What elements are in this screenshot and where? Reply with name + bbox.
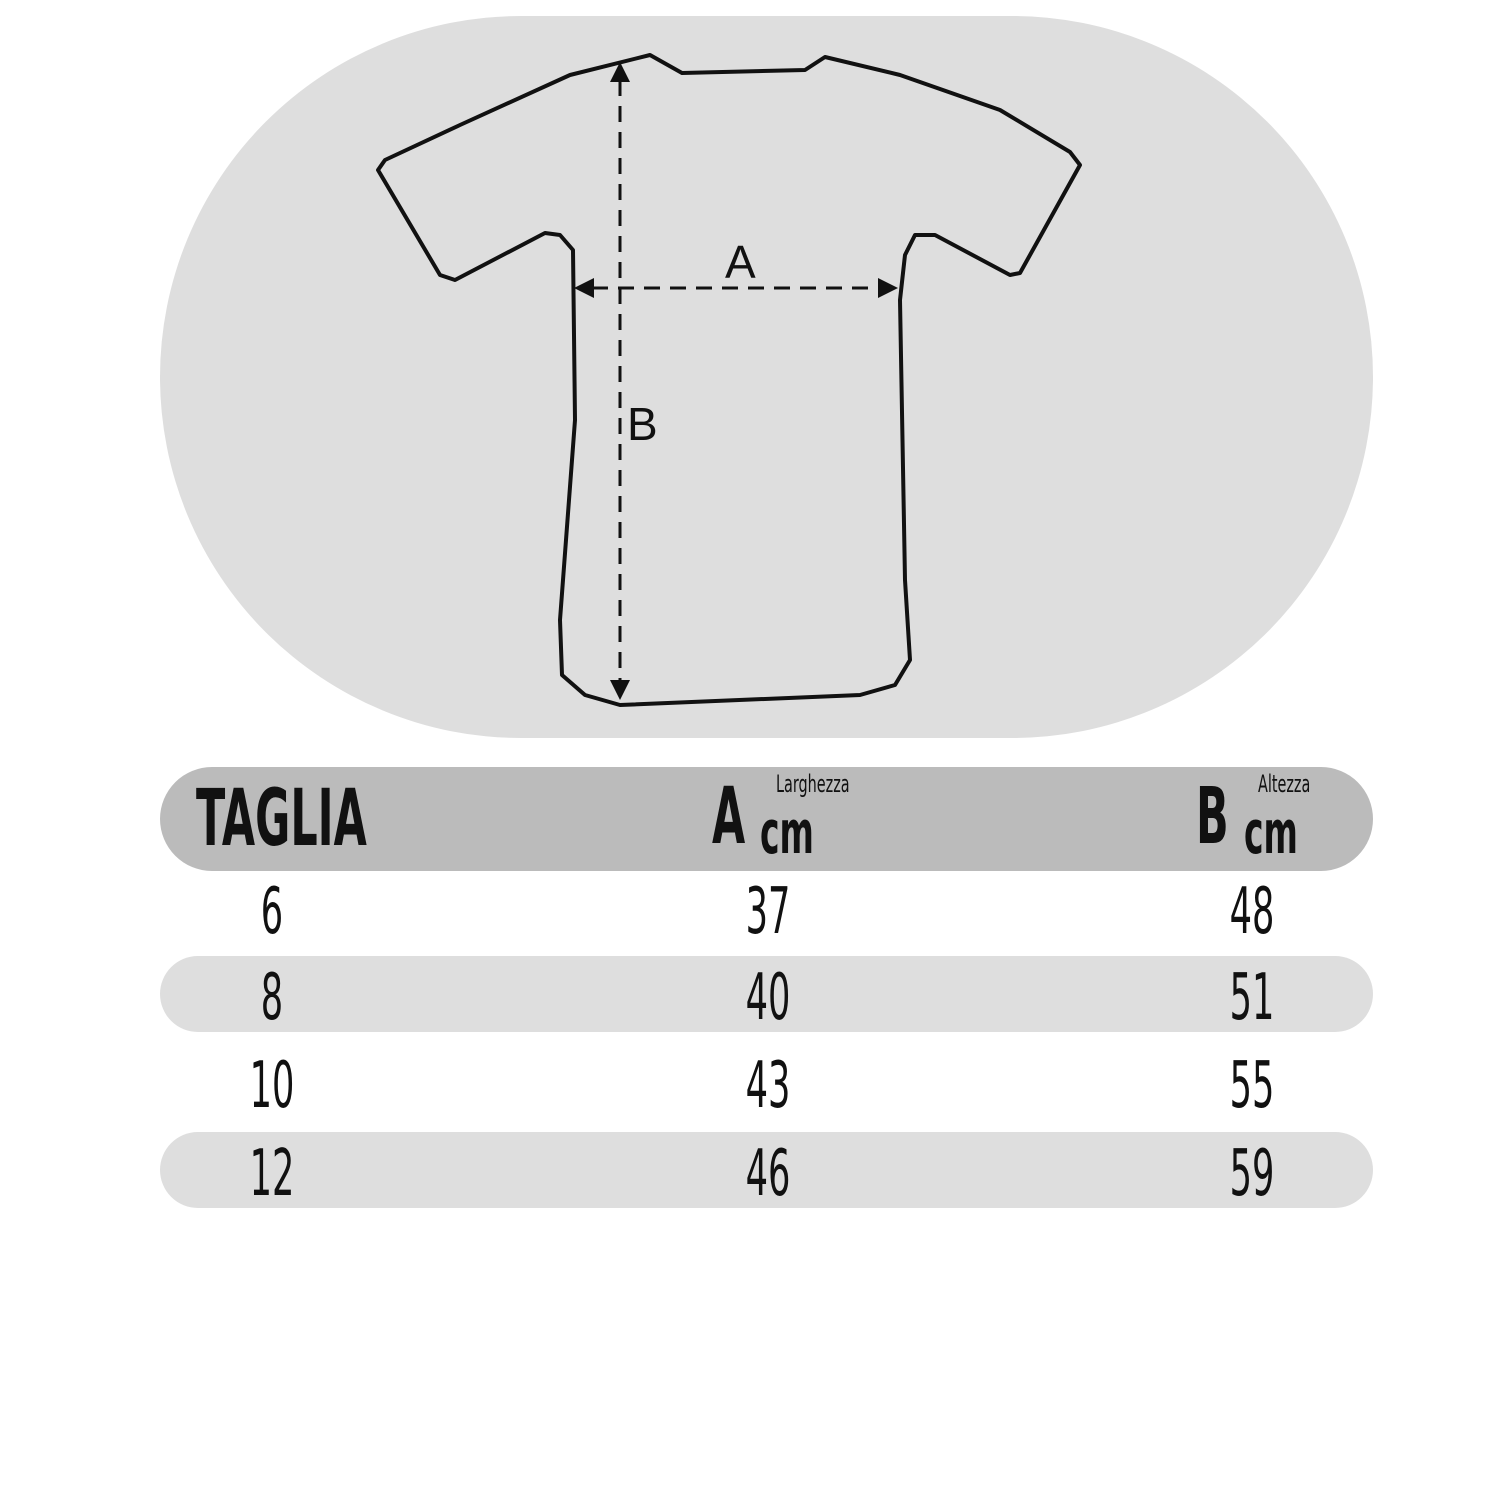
arrow-down-icon <box>610 680 630 700</box>
header-b-letter: B <box>1196 772 1229 862</box>
header-a-sup: Larghezza <box>776 770 850 798</box>
cell-b: 59 <box>1229 1137 1275 1211</box>
header-size: TAGLIA <box>196 774 367 864</box>
header-a-letter: A <box>712 772 746 862</box>
header-b-sup: Altezza <box>1258 770 1311 798</box>
tshirt-outline <box>376 53 1082 707</box>
header-b-unit: cm <box>1244 798 1298 868</box>
cell-size: 12 <box>249 1137 295 1211</box>
arrow-up-icon <box>610 62 630 82</box>
cell-b: 51 <box>1229 961 1275 1035</box>
cell-size: 6 <box>260 875 284 949</box>
cell-size: 10 <box>249 1049 295 1123</box>
arrow-left-icon <box>574 278 594 298</box>
arrow-right-icon <box>878 278 898 298</box>
header-a-unit: cm <box>760 798 814 868</box>
cell-a: 40 <box>745 961 791 1035</box>
diagram-background <box>160 16 1373 738</box>
label-a: A <box>725 236 756 288</box>
cell-a: 37 <box>745 875 791 949</box>
cell-a: 46 <box>745 1137 791 1211</box>
cell-a: 43 <box>745 1049 791 1123</box>
cell-size: 8 <box>260 961 284 1035</box>
label-b: B <box>627 398 658 450</box>
table-header <box>160 767 1373 871</box>
cell-b: 55 <box>1229 1049 1275 1123</box>
row-stripe <box>160 956 1373 1032</box>
row-stripe <box>160 1132 1373 1208</box>
cell-b: 48 <box>1229 875 1275 949</box>
tshirt-diagram: A B <box>376 53 1082 707</box>
